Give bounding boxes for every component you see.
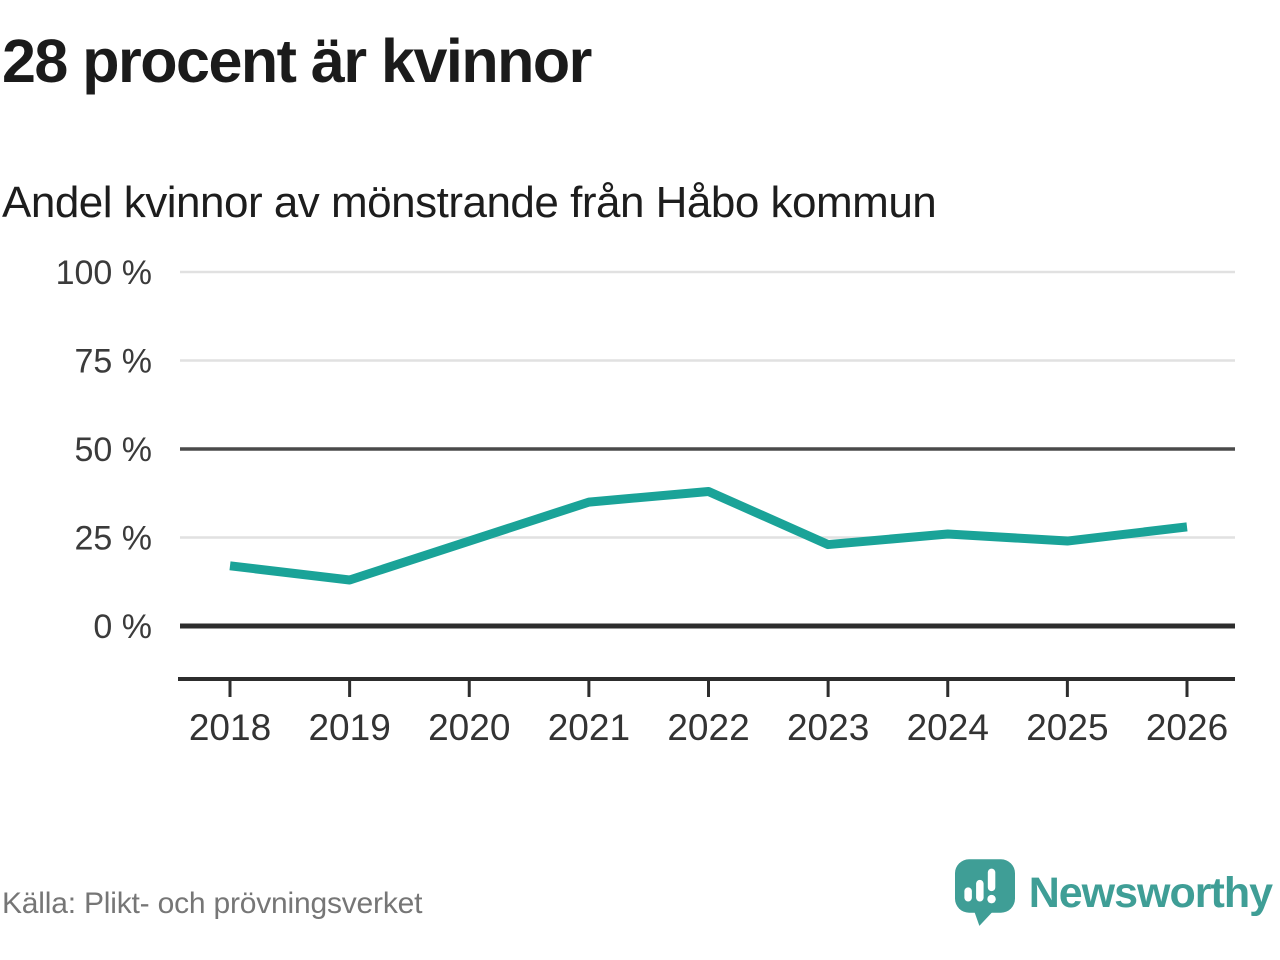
x-tick-label-2021: 2021: [548, 707, 630, 748]
x-tick-label-2023: 2023: [787, 707, 869, 748]
x-tick-label-2022: 2022: [667, 707, 749, 748]
newsworthy-wordmark: Newsworthy: [1028, 868, 1273, 917]
newsworthy-logo[interactable]: Newsworthy: [954, 855, 1273, 931]
x-tick-label-2018: 2018: [189, 707, 271, 748]
y-tick-label-0: 0 %: [93, 608, 152, 646]
y-tick-label-75: 75 %: [75, 343, 153, 381]
data-line-andel-kvinnor-av-m-nstrande: [229, 486, 1188, 585]
y-tick-label-50: 50 %: [75, 431, 153, 469]
logo-bars: [964, 868, 996, 904]
x-tick-label-2020: 2020: [428, 707, 510, 748]
logo-bubble: [954, 859, 1015, 926]
x-tick-label-2026: 2026: [1146, 707, 1228, 748]
x-tick-label-2025: 2025: [1026, 707, 1108, 748]
y-tick-label-100: 100 %: [56, 254, 152, 292]
source-caption: Källa: Plikt- och prövningsverket: [2, 887, 423, 920]
x-tick-label-2024: 2024: [907, 707, 989, 748]
x-tick-label-2019: 2019: [308, 707, 390, 748]
chart-title: 28 procent är kvinnor: [2, 27, 592, 95]
speech-bubble-bar-chart-icon: [954, 859, 1015, 926]
y-tick-label-25: 25 %: [75, 520, 153, 558]
chart-subtitle: Andel kvinnor av mönstrande från Håbo ko…: [2, 178, 937, 227]
